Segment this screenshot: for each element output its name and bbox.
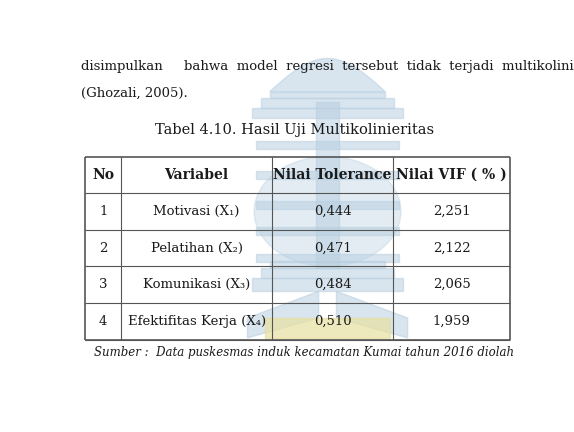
Polygon shape bbox=[270, 261, 385, 268]
Text: Variabel: Variabel bbox=[165, 168, 228, 182]
Polygon shape bbox=[270, 58, 385, 92]
Text: 1: 1 bbox=[99, 205, 107, 218]
Text: 4: 4 bbox=[99, 315, 107, 328]
Text: 1,959: 1,959 bbox=[433, 315, 471, 328]
Polygon shape bbox=[261, 98, 394, 108]
Text: Efektifitas Kerja (X₄): Efektifitas Kerja (X₄) bbox=[127, 315, 266, 328]
Text: Motivasi (X₁): Motivasi (X₁) bbox=[153, 205, 240, 218]
Text: 0,471: 0,471 bbox=[313, 241, 351, 254]
Polygon shape bbox=[270, 92, 385, 98]
Polygon shape bbox=[252, 278, 403, 291]
Text: Nilai VIF ( % ): Nilai VIF ( % ) bbox=[396, 168, 507, 182]
Text: Tabel 4.10. Hasil Uji Multikolinieritas: Tabel 4.10. Hasil Uji Multikolinieritas bbox=[154, 124, 434, 137]
Text: (Ghozali, 2005).: (Ghozali, 2005). bbox=[80, 87, 187, 100]
Text: disimpulkan     bahwa  model  regresi  tersebut  tidak  terjadi  multikolinie: disimpulkan bahwa model regresi tersebut… bbox=[80, 60, 574, 73]
Text: 2,251: 2,251 bbox=[433, 205, 470, 218]
Polygon shape bbox=[261, 268, 394, 278]
Polygon shape bbox=[336, 291, 408, 338]
Text: 0,444: 0,444 bbox=[314, 205, 351, 218]
Text: Komunikasi (X₃): Komunikasi (X₃) bbox=[143, 278, 250, 291]
Text: 0,510: 0,510 bbox=[314, 315, 351, 328]
Text: 3: 3 bbox=[99, 278, 107, 291]
Polygon shape bbox=[265, 318, 390, 338]
Text: 2: 2 bbox=[99, 241, 107, 254]
Polygon shape bbox=[247, 291, 319, 338]
Text: Sumber :  Data puskesmas induk kecamatan Kumai tahun 2016 diolah: Sumber : Data puskesmas induk kecamatan … bbox=[94, 346, 514, 359]
Text: No: No bbox=[92, 168, 114, 182]
Text: 0,484: 0,484 bbox=[314, 278, 351, 291]
Text: Pelatihan (X₂): Pelatihan (X₂) bbox=[150, 241, 243, 254]
Text: 2,122: 2,122 bbox=[433, 241, 470, 254]
Text: 2,065: 2,065 bbox=[433, 278, 470, 291]
Text: Nilai Tolerance: Nilai Tolerance bbox=[273, 168, 391, 182]
Circle shape bbox=[254, 157, 401, 267]
Polygon shape bbox=[252, 108, 403, 118]
